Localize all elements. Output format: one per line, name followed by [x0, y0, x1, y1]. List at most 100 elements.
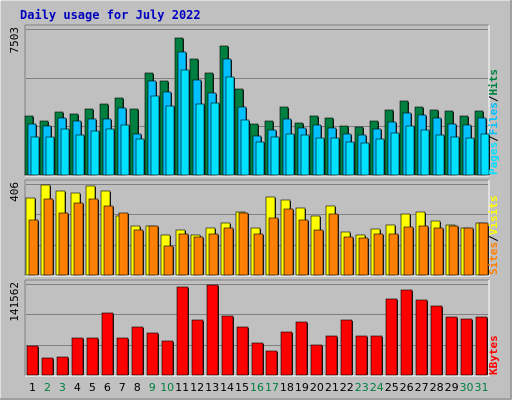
bar-kbytes-2 — [41, 357, 54, 376]
chart-panel-2: 406 Sites/Visits — [8, 179, 500, 277]
bar-kbytes-27 — [415, 299, 428, 376]
bar-pages-28 — [435, 134, 445, 176]
bar-kbytes-30 — [460, 318, 473, 376]
bar-kbytes-17 — [265, 350, 278, 376]
x-tick-label-7: 7 — [119, 381, 126, 394]
bar-sites-4 — [73, 202, 84, 276]
y-max-label: 141562 — [8, 282, 21, 322]
bar-sites-13 — [208, 233, 219, 276]
x-tick-label-15: 15 — [235, 381, 249, 394]
bar-pages-21 — [330, 137, 340, 176]
y-max-label: 7503 — [8, 27, 21, 54]
bar-pages-15 — [240, 119, 250, 176]
x-tick-label-16: 16 — [250, 381, 264, 394]
x-tick-label-14: 14 — [220, 381, 234, 394]
bar-kbytes-6 — [101, 312, 114, 376]
bar-pages-30 — [465, 137, 475, 176]
bar-pages-26 — [405, 125, 415, 176]
bar-kbytes-21 — [325, 335, 338, 376]
bar-sites-2 — [43, 198, 54, 276]
bar-pages-18 — [285, 133, 295, 176]
x-tick-label-17: 17 — [265, 381, 279, 394]
bar-pages-17 — [270, 136, 280, 176]
legend-pages: Pages — [487, 142, 500, 175]
bar-pages-3 — [60, 128, 70, 176]
x-tick-label-11: 11 — [175, 381, 189, 394]
bar-pages-2 — [45, 136, 55, 176]
x-tick-label-24: 24 — [370, 381, 384, 394]
bar-pages-6 — [105, 128, 115, 176]
legend-sites: Sites — [487, 242, 500, 275]
bar-kbytes-15 — [236, 326, 249, 376]
series-sites — [28, 198, 489, 276]
bar-pages-20 — [315, 137, 325, 176]
bar-kbytes-14 — [221, 315, 234, 376]
bar-pages-5 — [90, 130, 100, 176]
bar-pages-19 — [300, 134, 310, 176]
bar-kbytes-12 — [191, 319, 204, 376]
bar-sites-5 — [88, 198, 99, 276]
chart-panel-3: 141562 KBytes — [8, 279, 500, 377]
bar-sites-30 — [463, 227, 474, 276]
bar-kbytes-11 — [176, 286, 189, 376]
bar-kbytes-9 — [146, 332, 159, 376]
x-tick-label-19: 19 — [295, 381, 309, 394]
bar-pages-23 — [360, 142, 370, 176]
bar-pages-13 — [210, 102, 220, 176]
bar-kbytes-18 — [280, 331, 293, 376]
bar-pages-8 — [135, 138, 145, 176]
legend-kbytes: KBytes — [487, 335, 500, 375]
x-tick-label-5: 5 — [89, 381, 96, 394]
x-tick-label-22: 22 — [340, 381, 354, 394]
x-tick-label-25: 25 — [385, 381, 399, 394]
bar-sites-20 — [313, 229, 324, 276]
bar-sites-17 — [268, 217, 279, 276]
bar-kbytes-8 — [131, 326, 144, 376]
bar-kbytes-24 — [370, 335, 383, 376]
bar-sites-1 — [28, 219, 39, 276]
x-tick-label-10: 10 — [160, 381, 174, 394]
bar-kbytes-3 — [56, 356, 69, 376]
bar-sites-7 — [118, 212, 129, 276]
bar-pages-12 — [195, 103, 205, 176]
bar-sites-6 — [103, 205, 114, 276]
bar-pages-7 — [120, 124, 130, 176]
x-axis: 1 2 3 4 5 6 7 8 9 10 11 12 13 14 15 16 17 18 19 20 21 22 23 24 2… — [29, 381, 489, 394]
x-tick-label-23: 23 — [355, 381, 369, 394]
bar-kbytes-19 — [295, 321, 308, 376]
chart-title: Daily usage for July 2022 — [20, 8, 201, 22]
y-max-label: 406 — [8, 182, 21, 202]
bar-pages-16 — [255, 141, 265, 176]
x-tick-label-28: 28 — [430, 381, 444, 394]
bar-sites-22 — [343, 236, 354, 276]
bar-kbytes-16 — [251, 342, 264, 376]
series-legend: KBytes — [487, 335, 500, 375]
bar-pages-10 — [165, 105, 175, 176]
bar-pages-31 — [480, 133, 490, 176]
bar-pages-4 — [75, 134, 85, 176]
bar-sites-23 — [358, 237, 369, 276]
bar-pages-1 — [30, 136, 40, 176]
bar-sites-3 — [58, 212, 69, 276]
bar-sites-19 — [298, 219, 309, 276]
x-tick-label-13: 13 — [205, 381, 219, 394]
bar-sites-16 — [253, 233, 264, 276]
x-tick-label-30: 30 — [460, 381, 474, 394]
legend-files: Files — [487, 102, 500, 135]
bar-sites-27 — [418, 225, 429, 276]
bar-pages-14 — [225, 76, 235, 176]
bar-pages-24 — [375, 138, 385, 176]
bar-kbytes-5 — [86, 337, 99, 376]
bar-kbytes-20 — [310, 344, 323, 376]
x-tick-label-9: 9 — [149, 381, 156, 394]
bar-sites-26 — [403, 226, 414, 276]
x-tick-label-3: 3 — [59, 381, 66, 394]
x-tick-label-4: 4 — [74, 381, 81, 394]
series-pages — [30, 69, 490, 176]
series-legend: Sites/Visits — [487, 196, 500, 276]
bar-sites-18 — [283, 208, 294, 276]
bar-kbytes-28 — [430, 305, 443, 376]
bar-sites-31 — [478, 222, 489, 276]
